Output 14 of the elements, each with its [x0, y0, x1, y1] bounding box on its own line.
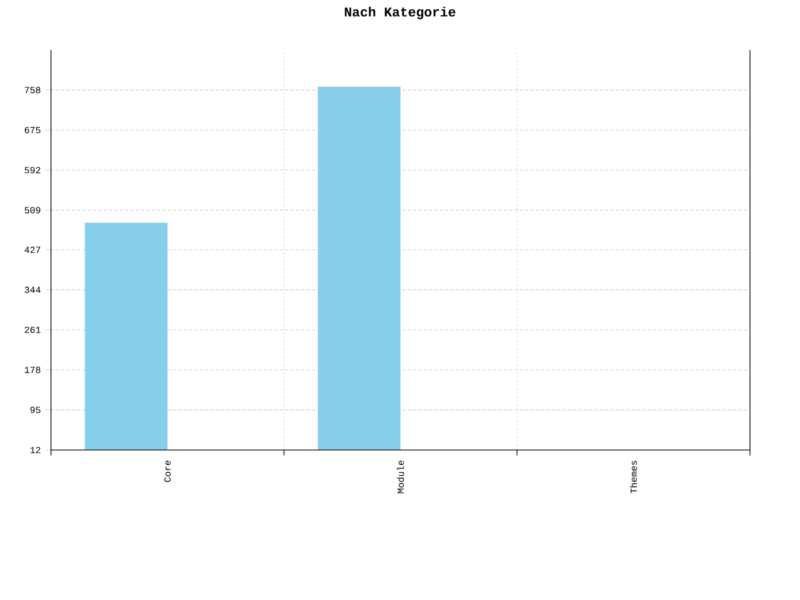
y-tick-label: 675	[24, 126, 40, 134]
y-tick-label: 758	[24, 86, 40, 94]
x-tick-label: Module	[397, 460, 404, 494]
y-tick-label: 178	[24, 366, 40, 374]
y-tick-label: 95	[30, 406, 40, 414]
x-tick-label: Themes	[630, 460, 637, 494]
y-tick-label: 344	[24, 286, 40, 293]
x-tick-label: Core	[164, 460, 171, 482]
y-tick-label: 261	[24, 326, 40, 334]
y-tick-label: 427	[24, 246, 40, 253]
y-tick-label: 592	[24, 166, 40, 174]
y-tick-label: 509	[24, 207, 40, 214]
chart-title: Nach Kategorie	[344, 6, 456, 20]
y-tick-label: 12	[30, 446, 40, 454]
